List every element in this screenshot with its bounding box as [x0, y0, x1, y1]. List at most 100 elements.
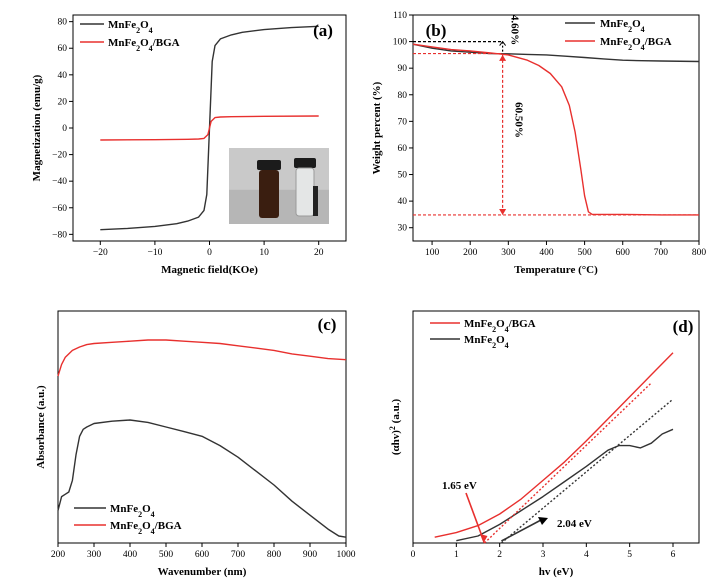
series-line-1: [57, 419, 347, 538]
legend-entry: MnFe2O4/BGA: [600, 36, 672, 52]
x-tick-label: −10: [147, 248, 162, 258]
series-line-2: [100, 115, 319, 141]
x-tick-label: 900: [303, 550, 318, 560]
series-line-1: [434, 352, 674, 538]
panel-label: (b): [426, 21, 447, 40]
inset-photo: [229, 148, 329, 224]
formula-subscript: 4: [151, 510, 155, 519]
legend-entry: MnFe2O4: [464, 334, 509, 350]
x-tick-label: 0: [207, 248, 212, 258]
plot-frame: [412, 310, 700, 544]
y-axis-label-sup: 2: [388, 426, 397, 430]
formula-subscript: 4: [505, 325, 509, 334]
legend-entry: MnFe2O4/BGA: [464, 318, 536, 334]
x-axis-label: Wavenumber (nm): [158, 566, 247, 578]
formula-text: O: [140, 19, 149, 31]
formula-text: /BGA: [508, 318, 536, 330]
x-tick-label: 300: [501, 248, 516, 258]
annotation-arrow: [501, 519, 542, 542]
y-tick-label: −60: [52, 204, 67, 214]
x-tick-label: 2: [497, 550, 502, 560]
panel-label: (a): [313, 21, 333, 40]
arrow-head: [480, 534, 488, 543]
panel-label: (d): [673, 317, 694, 336]
formula-text: O: [140, 37, 149, 49]
vial-cap: [294, 158, 316, 168]
x-tick-label: 0: [411, 550, 416, 560]
vial-brown: [259, 170, 279, 218]
formula-subscript: 2: [492, 325, 496, 334]
formula-text: MnFe: [464, 318, 492, 330]
plot-frame: [412, 14, 700, 242]
y-tick-label: 70: [398, 117, 408, 127]
formula-text: /BGA: [152, 37, 180, 49]
y-tick-label: 30: [398, 224, 408, 234]
x-tick-label: 400: [539, 248, 554, 258]
y-tick-label: 80: [398, 91, 408, 101]
y-tick-label: 0: [62, 124, 67, 134]
series-line-2: [57, 339, 347, 377]
formula-text: MnFe: [464, 334, 492, 346]
formula-text: O: [142, 520, 151, 532]
y-axis-label-tail: (a.u.): [390, 399, 402, 427]
y-axis-label-text: (αhv): [390, 430, 402, 455]
x-tick-label: 3: [541, 550, 546, 560]
series-line-2: [456, 428, 674, 542]
x-tick-label: 500: [577, 248, 592, 258]
formula-subscript: 2: [138, 527, 142, 536]
formula-text: O: [142, 503, 151, 515]
formula-text: /BGA: [154, 520, 182, 532]
formula-text: O: [496, 318, 505, 330]
formula-text: MnFe: [108, 37, 136, 49]
formula-text: MnFe: [110, 520, 138, 532]
formula-subscript: 2: [628, 25, 632, 34]
y-tick-label: 80: [58, 18, 68, 28]
formula-subscript: 4: [505, 341, 509, 350]
y-tick-label: 40: [58, 71, 68, 81]
legend-entry: MnFe2O4: [108, 19, 153, 35]
x-tick-label: −20: [93, 248, 108, 258]
annotation-black: 2.04 eV: [557, 518, 592, 530]
x-tick-label: 500: [159, 550, 174, 560]
formula-subscript: 2: [628, 43, 632, 52]
x-tick-label: 100: [425, 248, 440, 258]
x-tick-label: 700: [231, 550, 246, 560]
formula-subscript: 4: [149, 44, 153, 53]
formula-text: MnFe: [110, 503, 138, 515]
series-line-1: [412, 43, 700, 63]
y-axis-label: Weight percent (%): [371, 81, 383, 174]
formula-text: /BGA: [644, 36, 672, 48]
y-tick-label: 20: [58, 97, 68, 107]
formula-text: MnFe: [600, 18, 628, 30]
y-axis-label-text: Absorbance (a.u.): [35, 385, 47, 469]
x-tick-label: 800: [267, 550, 282, 560]
annotation-black: 4.60%: [509, 15, 521, 45]
x-tick-label: 600: [195, 550, 210, 560]
formula-subscript: 2: [136, 26, 140, 35]
y-tick-label: 90: [398, 64, 408, 74]
formula-subscript: 4: [641, 25, 645, 34]
x-tick-label: 20: [314, 248, 324, 258]
x-tick-label: 200: [463, 248, 478, 258]
panel-d: 0 1 2 3 4 5 6hv (eV)(αhv)2 (a.u.)1.65 eV2.04 e…: [388, 310, 700, 578]
x-axis-label: Temperature (°C): [514, 264, 598, 276]
x-tick-label: 200: [51, 550, 66, 560]
formula-text: MnFe: [108, 19, 136, 31]
x-tick-label: 1000: [337, 550, 356, 560]
arrow-head: [499, 208, 507, 215]
vial-cap: [257, 160, 281, 170]
y-tick-label: 50: [398, 171, 408, 181]
magnet: [313, 186, 318, 216]
x-tick-label: 1: [454, 550, 459, 560]
formula-text: MnFe: [600, 36, 628, 48]
formula-text: O: [496, 334, 505, 346]
y-axis-label: Magnetization (emu/g): [31, 74, 43, 181]
x-tick-label: 5: [627, 550, 632, 560]
y-tick-label: 100: [393, 38, 408, 48]
y-axis-label: Absorbance (a.u.): [35, 385, 47, 469]
arrow-head: [538, 517, 548, 525]
